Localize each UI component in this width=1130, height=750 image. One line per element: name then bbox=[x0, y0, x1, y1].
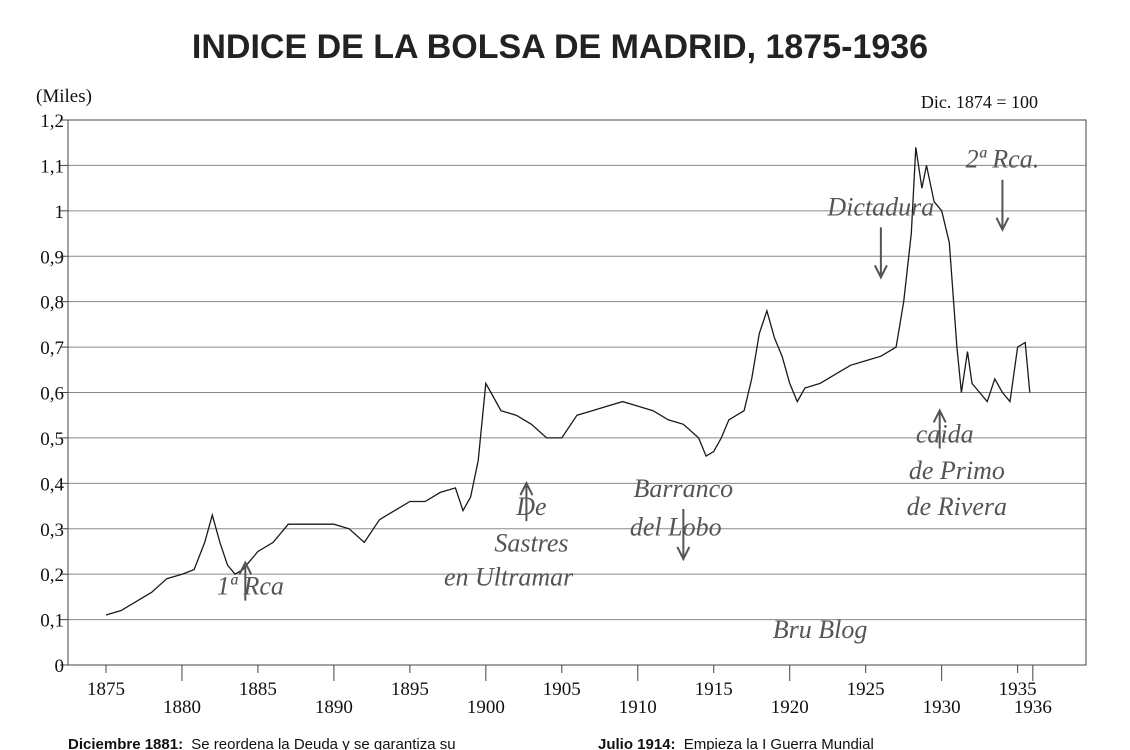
y-axis-unit-label: (Miles) bbox=[36, 86, 92, 107]
annotation: De bbox=[515, 480, 547, 522]
x-tick-label: 1885 bbox=[239, 679, 277, 700]
annotation-label: 1ª Rca bbox=[217, 572, 284, 601]
annotation-arrow bbox=[932, 408, 947, 449]
x-axis: 1875 1885 1895 1905 1915 1925 1935 1880 1890 1900… bbox=[87, 665, 1052, 718]
annotation: Sastres bbox=[494, 528, 568, 557]
annotation: del Lobo bbox=[630, 513, 722, 542]
y-tick-label: 0,1 bbox=[40, 611, 64, 632]
x-tick-label: 1915 bbox=[695, 679, 733, 700]
annotation: de Rivera bbox=[907, 492, 1007, 521]
footer-right-bold: Julio 1914: bbox=[598, 736, 676, 750]
y-tick-label: 1,1 bbox=[40, 156, 64, 177]
x-tick-label: 1900 bbox=[467, 697, 505, 718]
annotation-arrow bbox=[238, 560, 253, 601]
y-tick-label: 0,8 bbox=[40, 293, 64, 314]
y-tick-label: 0,5 bbox=[40, 429, 64, 450]
x-tick-label: 1890 bbox=[315, 697, 353, 718]
footer-left-text: Se reordena la Deuda y se garantiza su bbox=[191, 736, 455, 750]
y-tick-label: 1,2 bbox=[40, 111, 64, 132]
y-tick-label: 0,6 bbox=[40, 384, 64, 405]
base-note: Dic. 1874 = 100 bbox=[921, 92, 1038, 112]
x-tick-label: 1920 bbox=[771, 697, 809, 718]
annotation-arrow bbox=[873, 227, 888, 280]
annotation: Dictadura bbox=[826, 192, 934, 280]
chart-title: INDICE DE LA BOLSA DE MADRID, 1875-1936 bbox=[192, 28, 928, 66]
annotation-label: Sastres bbox=[494, 528, 568, 557]
annotation-arrow bbox=[995, 179, 1010, 232]
y-tick-label: 0,4 bbox=[40, 474, 64, 495]
annotation: caida bbox=[916, 408, 974, 449]
y-tick-label: 0,3 bbox=[40, 520, 64, 541]
annotation: 2ª Rca. bbox=[966, 145, 1040, 232]
annotation-label: de Rivera bbox=[907, 492, 1007, 521]
annotation: de Primo bbox=[909, 456, 1005, 485]
handwritten-annotations: 1ª Rca Dictadura 2ª Rca. De Sastres en Ultram… bbox=[217, 145, 1039, 644]
annotation-label: Barranco bbox=[634, 474, 734, 503]
y-tick-label: 0 bbox=[55, 656, 65, 677]
x-tick-label: 1935 bbox=[999, 679, 1037, 700]
x-tick-label: 1910 bbox=[619, 697, 657, 718]
x-tick-label: 1905 bbox=[543, 679, 581, 700]
grid-lines bbox=[68, 164, 1086, 621]
footer-right-text: Empieza la I Guerra Mundial bbox=[684, 736, 874, 750]
y-tick-label: 0,9 bbox=[40, 247, 64, 268]
annotation: Barranco bbox=[634, 474, 734, 562]
y-tick-label: 0,2 bbox=[40, 565, 64, 586]
x-tick-label: 1936 bbox=[1014, 697, 1052, 718]
x-tick-label: 1895 bbox=[391, 679, 429, 700]
annotation-label: 2ª Rca. bbox=[966, 145, 1040, 174]
footer-left-bold: Diciembre 1881: bbox=[68, 736, 183, 750]
annotation-label: Dictadura bbox=[826, 192, 934, 221]
y-tick-label: 1 bbox=[55, 202, 65, 223]
footer-note-right: Julio 1914: Empieza la I Guerra Mundial bbox=[598, 736, 874, 750]
annotation-label: Bru Blog bbox=[773, 615, 868, 644]
series-line bbox=[105, 147, 1031, 616]
x-tick-label: 1880 bbox=[163, 697, 201, 718]
annotation: Bru Blog bbox=[773, 615, 868, 644]
annotation-label: de Primo bbox=[909, 456, 1005, 485]
x-tick-label: 1925 bbox=[847, 679, 885, 700]
annotation-label: del Lobo bbox=[630, 513, 722, 542]
annotation-label: caida bbox=[916, 419, 974, 448]
annotation: 1ª Rca bbox=[217, 560, 284, 601]
x-tick-label: 1875 bbox=[87, 679, 125, 700]
footer-note-left: Diciembre 1881: Se reordena la Deuda y s… bbox=[68, 736, 456, 750]
annotation-label: en Ultramar bbox=[444, 563, 574, 592]
x-tick-label: 1930 bbox=[923, 697, 961, 718]
y-tick-label: 0,7 bbox=[40, 338, 64, 359]
annotation-arrow bbox=[676, 508, 691, 562]
annotation: en Ultramar bbox=[444, 563, 574, 592]
y-axis: 0 0,1 0,2 0,3 0,4 0,5 0,6 0,7 0,8 0,9 1 1,1 1,2 bbox=[40, 111, 68, 677]
annotation-label: De bbox=[515, 492, 546, 521]
annotation-arrow bbox=[519, 480, 534, 522]
